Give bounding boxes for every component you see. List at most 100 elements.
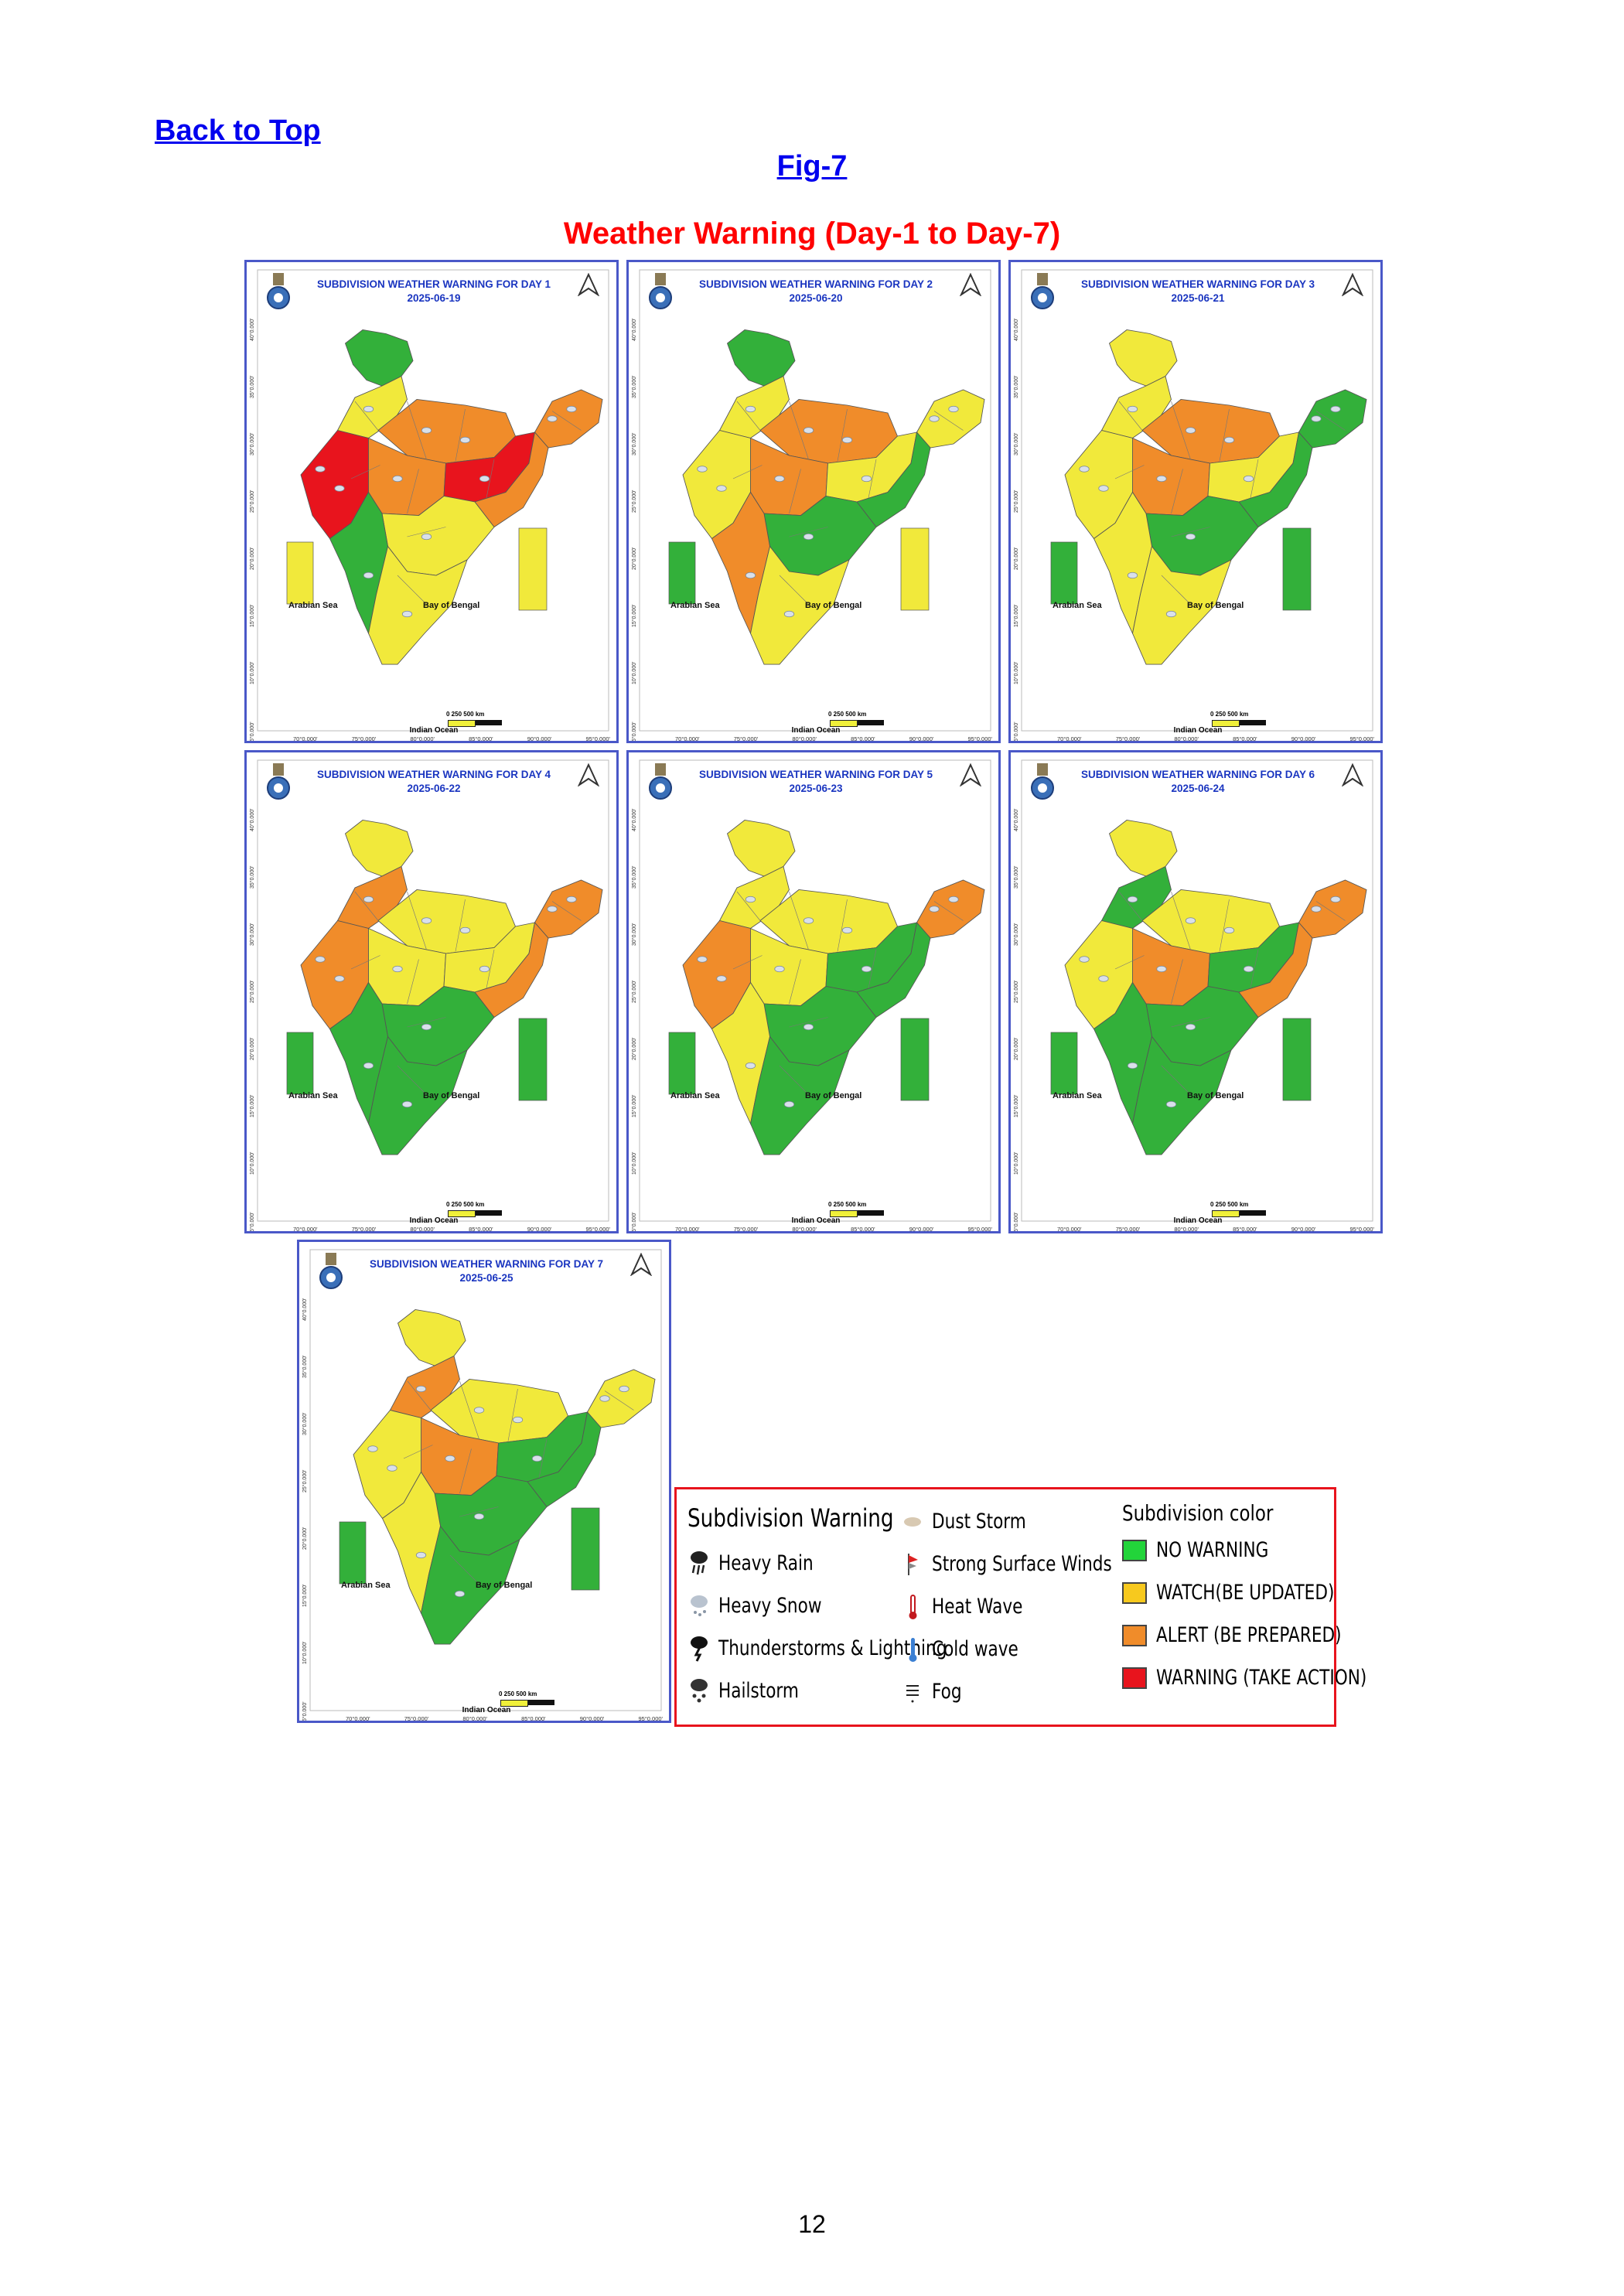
rain-cloud-icon [803,917,814,924]
legend-color-label: WARNING (TAKE ACTION) [1156,1666,1367,1690]
hailstorm-icon [687,1676,711,1707]
rain-cloud-icon [1185,533,1196,541]
subdivision-boundary [459,1448,472,1494]
longitude-tick: 85°0.000' [521,1715,546,1722]
scale-bar-segment [1212,1210,1240,1217]
latitude-tick: 25°0.000' [250,490,255,513]
rain-cloud-icon [315,466,326,473]
longitude-ticks: 70°0.000' 75°0.000' 80°0.000' 85°0.000' 90°0… [293,1226,610,1233]
subdivision-boundary [407,527,446,537]
subdivision-boundary [1250,459,1259,499]
map-title-text: SUBDIVISION WEATHER WARNING FOR DAY 6 [1080,769,1315,780]
rain-cloud-icon [392,965,403,973]
rain-cloud-icon [415,1385,427,1393]
longitude-tick: 70°0.000' [293,1226,318,1233]
latitude-tick: 15°0.000' [250,604,255,627]
rain-cloud-icon [387,1465,397,1472]
subdivision-boundary [407,401,427,460]
rain-cloud-icon [547,415,558,422]
lakshadweep-box [1050,541,1078,605]
subdivision-boundary [779,575,809,605]
warning-map-day-3: SUBDIVISION WEATHER WARNING FOR DAY 3 202… [1008,260,1383,743]
longitude-ticks: 70°0.000' 75°0.000' 80°0.000' 85°0.000' 90°0… [293,735,610,742]
latitude-tick: 15°0.000' [1014,604,1019,627]
rain-cloud-icon [367,1445,378,1452]
latitude-tick: 20°0.000' [632,1037,637,1060]
scale-bar-segment [1212,720,1240,727]
bay-of-bengal-label: Bay of Bengal [423,1091,480,1100]
rain-cloud-icon [745,405,756,413]
subdivision-boundary [1171,401,1191,460]
lakshadweep-box [668,541,696,605]
legend-item-label: Heavy Rain [718,1551,814,1575]
latitude-ticks: 40°0.000' 35°0.000' 30°0.000' 25°0.000' 20°0… [302,1281,313,1721]
longitude-tick: 70°0.000' [675,735,700,742]
rain-cloud-icon [479,475,490,483]
figure-label[interactable]: Fig-7 [776,150,848,183]
region-south [421,1525,520,1645]
map-regions [300,820,603,1155]
region-northeast [1298,879,1367,939]
subdivision-boundary [868,459,877,499]
back-to-top-link[interactable]: Back to Top [155,114,321,147]
scale-bar-segment [448,720,476,727]
region-northeast [534,879,603,939]
andaman-nicobar-box [571,1507,600,1591]
bay-of-bengal-label: Bay of Bengal [805,601,862,610]
longitude-tick: 80°0.000' [462,1715,487,1722]
map-title-text: SUBDIVISION WEATHER WARNING FOR DAY 7 [369,1258,604,1270]
page-title: Weather Warning (Day-1 to Day-7) [563,217,1061,251]
map-regions [682,820,985,1155]
subdivision-boundary [732,955,763,970]
imd-emblem-icon [264,271,293,312]
longitude-tick: 90°0.000' [909,735,934,742]
longitude-tick: 70°0.000' [1057,1226,1082,1233]
latitude-tick: 40°0.000' [302,1298,308,1321]
arabian-sea-label: Arabian Sea [288,601,338,610]
rain-cloud-icon [566,405,577,413]
scale-text: 0 250 500 km [828,711,867,718]
subdivision-boundary [1171,527,1210,537]
india-subdivision-map [1021,269,1373,732]
map-date: 2025-06-20 [789,292,843,304]
india-subdivision-map [639,269,991,732]
latitude-tick: 35°0.000' [250,375,255,398]
rain-cloud-icon [1330,896,1341,903]
rain-cloud-icon [547,906,558,913]
map-regions [1064,820,1367,1155]
latitude-tick: 5°0.000' [1014,1212,1019,1232]
subdivision-boundary [789,959,801,1005]
region-jk [1108,329,1178,387]
longitude-tick: 95°0.000' [1349,1226,1374,1233]
subdivision-boundary [789,401,809,460]
region-south [368,545,468,665]
rain-cloud-icon [1311,415,1322,422]
thunderstorm-icon [687,1633,711,1664]
legend-item: Cold wave [901,1628,1157,1670]
imd-emblem-icon [1028,271,1057,312]
region-northeast [916,879,985,939]
longitude-tick: 75°0.000' [351,1226,377,1233]
subdivision-boundary [1250,949,1259,989]
scale-bar-segment [500,1700,528,1707]
legend-item-label: Cold wave [932,1637,1018,1661]
map-title-text: SUBDIVISION WEATHER WARNING FOR DAY 5 [698,769,933,780]
legend-color-item: WARNING (TAKE ACTION) [1122,1656,1419,1699]
rain-cloud-icon [861,475,872,483]
india-subdivision-map [1021,759,1373,1222]
latitude-tick: 5°0.000' [250,722,255,742]
heavy-rain-icon [687,1548,711,1579]
bay-of-bengal-label: Bay of Bengal [423,601,480,610]
longitude-tick: 75°0.000' [404,1715,429,1722]
latitude-tick: 35°0.000' [302,1355,308,1378]
imd-emblem-icon [646,762,675,802]
bay-of-bengal-label: Bay of Bengal [805,1091,862,1100]
longitude-tick: 90°0.000' [527,735,552,742]
longitude-ticks: 70°0.000' 75°0.000' 80°0.000' 85°0.000' 90°0… [1057,735,1374,741]
cold-wave-icon [901,1634,924,1665]
subdivision-boundary [538,1438,548,1479]
heat-wave-icon [901,1592,924,1622]
legend-item: Heavy Rain [687,1542,1004,1585]
latitude-tick: 35°0.000' [632,375,637,398]
map-regions [353,1309,656,1645]
